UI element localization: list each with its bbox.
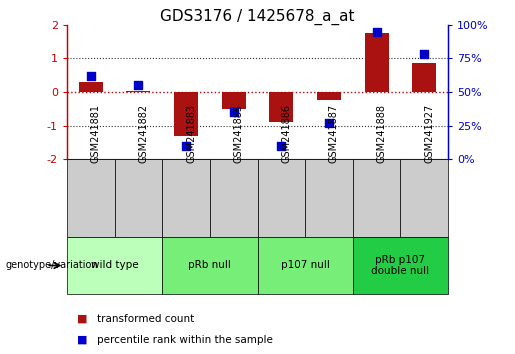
Text: GSM241882: GSM241882 <box>139 104 148 163</box>
Text: GSM241927: GSM241927 <box>424 104 434 163</box>
Text: GDS3176 / 1425678_a_at: GDS3176 / 1425678_a_at <box>160 9 355 25</box>
Bar <box>258 237 353 294</box>
Text: percentile rank within the sample: percentile rank within the sample <box>97 335 273 345</box>
Bar <box>353 159 401 237</box>
Text: GSM241883: GSM241883 <box>186 104 196 163</box>
Bar <box>365 33 388 92</box>
Bar <box>258 159 305 237</box>
Text: GSM241886: GSM241886 <box>281 104 291 163</box>
Point <box>182 143 190 149</box>
Bar <box>67 237 162 294</box>
Text: transformed count: transformed count <box>97 314 194 324</box>
Text: GSM241885: GSM241885 <box>234 104 244 163</box>
Point <box>325 120 333 126</box>
Bar <box>222 92 246 109</box>
Point <box>87 73 95 79</box>
Bar <box>317 92 341 101</box>
Text: pRb p107
double null: pRb p107 double null <box>371 255 430 276</box>
Text: pRb null: pRb null <box>188 261 231 270</box>
Bar <box>127 91 150 92</box>
Point <box>134 82 143 88</box>
Bar <box>67 159 115 237</box>
Bar <box>401 159 448 237</box>
Bar <box>174 92 198 136</box>
Text: ■: ■ <box>77 314 88 324</box>
Text: GSM241887: GSM241887 <box>329 104 339 163</box>
Text: ■: ■ <box>77 335 88 345</box>
Bar <box>269 92 293 122</box>
Point <box>230 109 238 115</box>
Bar <box>79 82 102 92</box>
Bar <box>305 159 353 237</box>
Text: wild type: wild type <box>91 261 139 270</box>
Bar <box>114 159 162 237</box>
Bar <box>162 237 258 294</box>
Text: p107 null: p107 null <box>281 261 330 270</box>
Point <box>420 52 428 57</box>
Text: GSM241881: GSM241881 <box>91 104 101 163</box>
Point <box>372 29 381 34</box>
Text: GSM241888: GSM241888 <box>376 104 387 163</box>
Bar <box>353 237 448 294</box>
Bar <box>162 159 210 237</box>
Bar <box>210 159 258 237</box>
Bar <box>413 63 436 92</box>
Point <box>277 143 285 149</box>
Text: genotype/variation: genotype/variation <box>5 261 98 270</box>
